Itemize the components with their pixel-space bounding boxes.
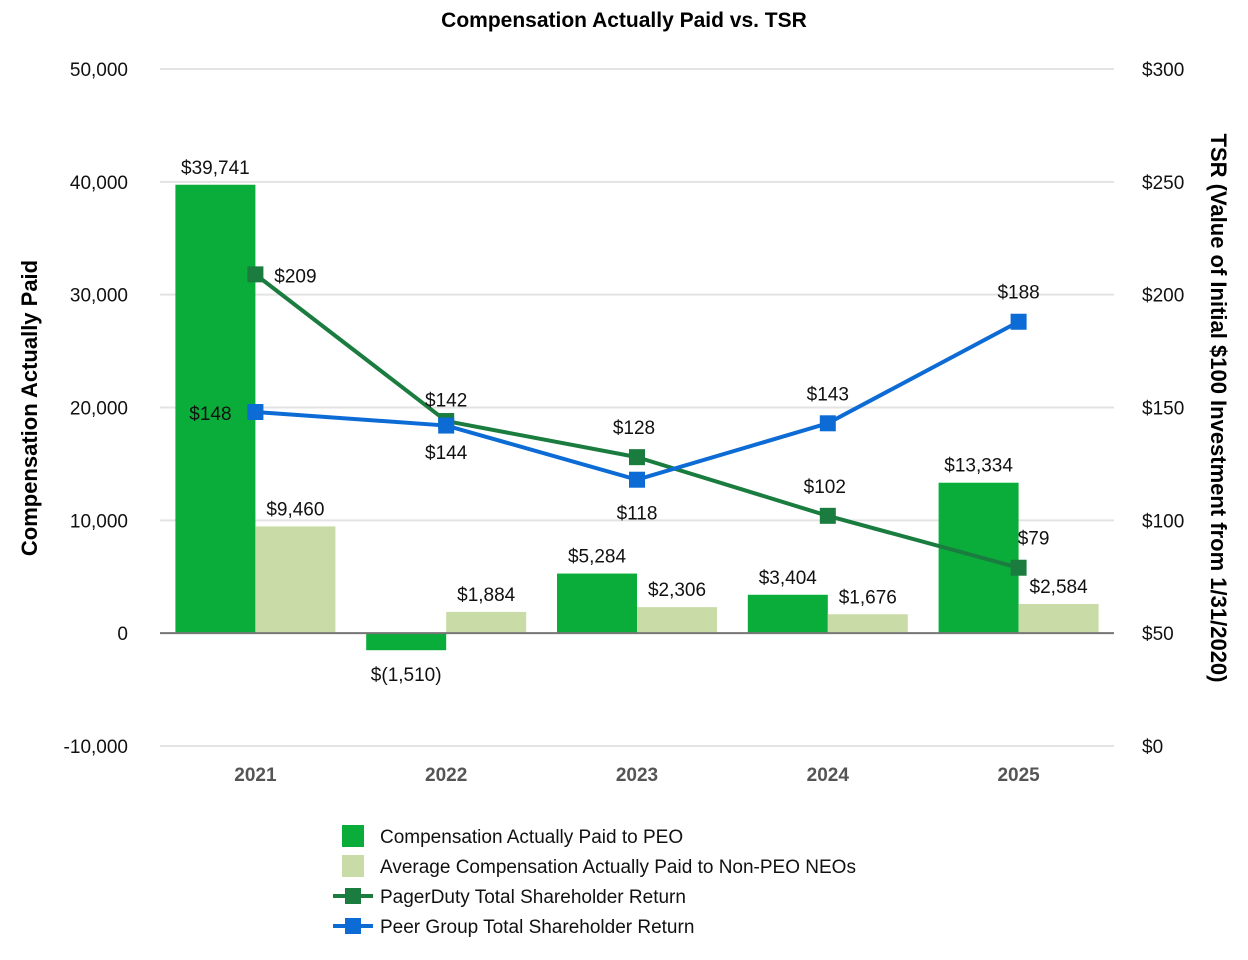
right-y-axis: $300 $250 $200 $150 $100 $50 $0 xyxy=(1142,60,1184,758)
peo-bar-label: $5,284 xyxy=(568,547,627,568)
peo-bar-label: $13,334 xyxy=(944,456,1013,477)
x-tick-label: 2023 xyxy=(616,765,658,786)
left-y-axis: 50,000 40,000 30,000 20,000 10,000 0 -10,000 xyxy=(64,60,128,758)
neo-bar-label: $9,460 xyxy=(266,499,324,520)
pagerduty-tsr-marker xyxy=(629,449,645,466)
legend-marker xyxy=(345,888,361,904)
pagerduty-tsr-marker xyxy=(247,266,264,283)
neo-bar-label: $1,884 xyxy=(457,585,516,606)
pagerduty-tsr-label: $128 xyxy=(613,418,655,439)
peer-tsr-label: $143 xyxy=(807,384,849,405)
peo-bar xyxy=(366,633,447,651)
left-tick-label: 10,000 xyxy=(70,511,128,532)
legend-swatch xyxy=(342,825,364,847)
x-axis: 2021 2022 2023 2024 2025 xyxy=(234,765,1040,786)
right-axis-title: TSR (Value of Initial $100 Investment fr… xyxy=(1206,134,1231,683)
peer-tsr-label: $118 xyxy=(617,504,658,525)
left-tick-label: -10,000 xyxy=(64,737,128,758)
legend-marker xyxy=(345,918,361,934)
left-tick-label: 40,000 xyxy=(70,173,128,194)
right-tick-label: $250 xyxy=(1142,173,1184,194)
chart-title: Compensation Actually Paid vs. TSR xyxy=(441,9,807,32)
pagerduty-tsr-marker xyxy=(1010,559,1027,576)
right-tick-label: $100 xyxy=(1142,511,1184,532)
peer-tsr-marker xyxy=(247,404,264,421)
tsr-lines xyxy=(247,266,1027,576)
x-tick-label: 2022 xyxy=(425,765,467,786)
left-axis-title: Compensation Actually Paid xyxy=(17,260,42,556)
right-tick-label: $300 xyxy=(1142,60,1184,81)
pagerduty-tsr-label: $79 xyxy=(1018,529,1050,550)
right-tick-label: $50 xyxy=(1142,624,1174,645)
neo-bar-label: $1,676 xyxy=(839,587,897,608)
x-tick-label: 2024 xyxy=(807,765,850,786)
neo-bar-label: $2,584 xyxy=(1030,577,1089,598)
pagerduty-tsr-marker xyxy=(819,507,836,524)
left-tick-label: 50,000 xyxy=(70,60,128,81)
legend-label: PagerDuty Total Shareholder Return xyxy=(380,887,686,908)
gridlines xyxy=(160,68,1114,747)
left-tick-label: 30,000 xyxy=(70,286,128,307)
x-tick-label: 2021 xyxy=(234,765,277,786)
legend-swatch xyxy=(342,855,364,877)
pagerduty-tsr-label: $144 xyxy=(425,443,468,464)
peer-tsr-label: $142 xyxy=(425,391,467,412)
peer-tsr-marker xyxy=(1010,313,1027,330)
x-tick-label: 2025 xyxy=(997,765,1040,786)
peo-bar-label: $39,741 xyxy=(181,158,250,179)
legend-label: Average Compensation Actually Paid to No… xyxy=(380,857,856,878)
peer-tsr-marker xyxy=(438,417,455,434)
peer-tsr-marker xyxy=(819,415,836,432)
neo-bar xyxy=(1018,604,1099,634)
neo-bar xyxy=(637,607,717,634)
peer-tsr-label: $188 xyxy=(997,283,1039,304)
peo-bar-label: $(1,510) xyxy=(371,665,442,686)
left-tick-label: 20,000 xyxy=(70,399,128,420)
left-tick-label: 0 xyxy=(117,624,128,645)
right-tick-label: $150 xyxy=(1142,399,1184,420)
peo-bar xyxy=(747,594,828,634)
peer-tsr-marker xyxy=(629,471,645,488)
right-tick-label: $0 xyxy=(1142,737,1163,758)
neo-bar xyxy=(255,526,336,634)
neo-bar xyxy=(446,611,527,634)
peer-tsr-label: $148 xyxy=(189,404,231,425)
neo-bar-label: $2,306 xyxy=(648,580,706,601)
legend: Compensation Actually Paid to PEO Average… xyxy=(333,825,856,938)
peo-bar xyxy=(175,184,256,634)
peo-bar-label: $3,404 xyxy=(759,568,818,589)
right-tick-label: $200 xyxy=(1142,286,1184,307)
pagerduty-tsr-label: $209 xyxy=(274,266,316,287)
legend-label: Compensation Actually Paid to PEO xyxy=(380,827,683,848)
peo-bar xyxy=(557,573,637,634)
data-labels: $39,741 $(1,510) $5,284 $3,404 $13,334 $9,460… xyxy=(181,158,1088,686)
neo-bar xyxy=(827,614,908,634)
pagerduty-tsr-label: $102 xyxy=(804,477,846,498)
bars xyxy=(175,184,1099,651)
legend-label: Peer Group Total Shareholder Return xyxy=(380,917,694,938)
